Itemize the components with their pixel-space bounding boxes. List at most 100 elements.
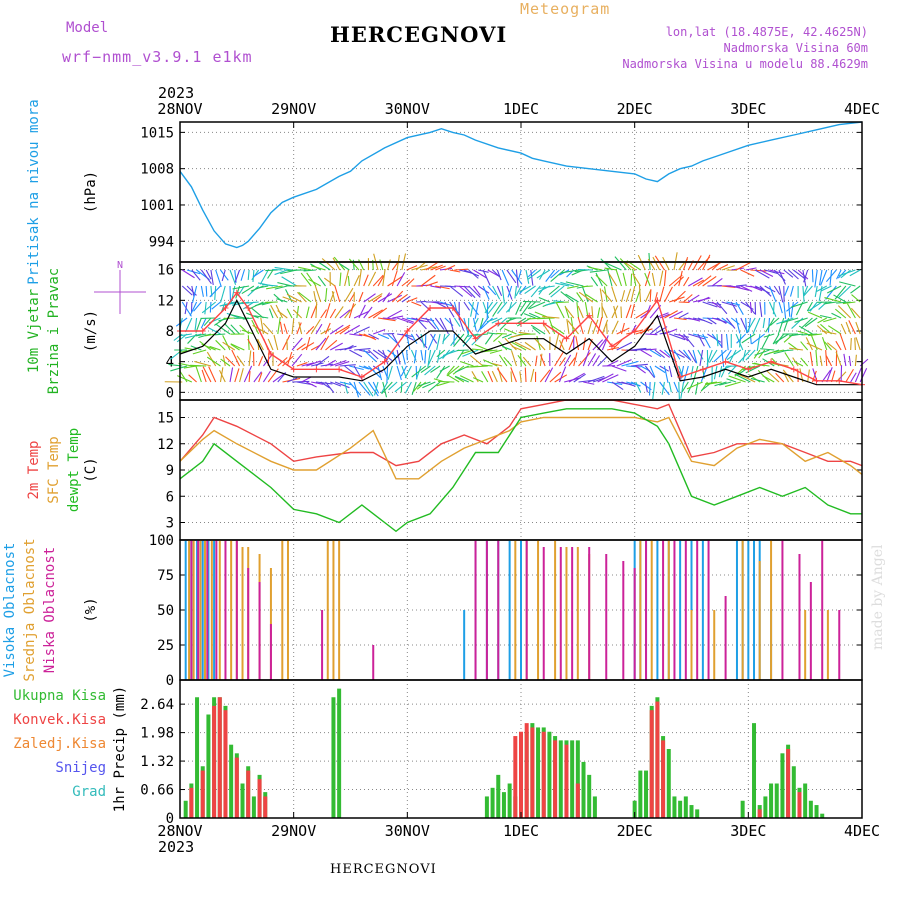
wind-arrow xyxy=(400,365,408,377)
wind-arrow xyxy=(507,285,513,298)
wind-arrow xyxy=(758,349,766,359)
wind-arrow xyxy=(649,349,662,358)
wind-arrow xyxy=(379,259,384,271)
wind-arrow xyxy=(520,301,532,317)
wind-arrow xyxy=(377,317,396,322)
wind-arrow xyxy=(683,276,690,287)
cloud_high-bar xyxy=(520,540,522,680)
x-tick-label-top: 2DEC xyxy=(617,100,653,118)
wind-arrow xyxy=(560,269,579,274)
wind-arrow xyxy=(173,333,183,341)
wind-arrow xyxy=(424,365,436,376)
wind-arrow xyxy=(310,318,321,335)
wind-arrow xyxy=(479,317,484,329)
wind-arrow xyxy=(764,285,776,293)
cloud_low-bar xyxy=(673,540,676,680)
wind-arrow xyxy=(750,285,763,292)
cloud_mid-bar xyxy=(770,540,773,680)
wind-arrow xyxy=(514,341,532,351)
wind-arrow xyxy=(568,372,585,383)
cloud_mid-bar xyxy=(650,540,653,680)
wind-arrow xyxy=(530,269,534,286)
y-tick-label: 4 xyxy=(166,355,174,371)
wind-arrow xyxy=(208,366,217,383)
wind-arrow xyxy=(358,365,370,370)
x-tick-label-bottom: 29NOV xyxy=(271,822,316,840)
wind-arrow xyxy=(456,349,469,352)
wind-arrow xyxy=(301,362,315,367)
wind-arrow xyxy=(262,283,278,287)
wind-arrow xyxy=(470,365,488,368)
y-tick-label: 50 xyxy=(157,603,174,619)
wind-arrow xyxy=(688,317,701,322)
y-axis-label: (m/s) xyxy=(83,310,99,352)
wind-arrow xyxy=(435,285,450,290)
wind-arrow xyxy=(566,318,570,335)
wind-arrow xyxy=(604,267,617,271)
cloud_high-bar xyxy=(207,540,210,680)
wind-arrow xyxy=(815,349,818,367)
wind-arrow xyxy=(391,349,398,365)
wind-arrow xyxy=(803,285,809,296)
wind-arrow xyxy=(588,266,603,271)
wind-arrow xyxy=(344,381,349,394)
cloud_high-bar xyxy=(753,540,756,680)
wind-arrow xyxy=(735,333,744,351)
wind-arrow xyxy=(550,269,565,283)
y-axis-label: 10m Vjetar xyxy=(26,289,42,373)
wind-arrow xyxy=(726,378,737,383)
wind-arrow xyxy=(486,332,498,335)
wind-arrow xyxy=(406,278,415,287)
wind-arrow xyxy=(391,270,398,287)
x-tick-label-bottom: 3DEC xyxy=(730,822,766,840)
precip-legend-entry: Zaledj.Kisa xyxy=(13,736,106,752)
wind-arrow xyxy=(692,279,705,287)
wind-arrow xyxy=(652,256,661,271)
precip_total-bar xyxy=(780,753,785,818)
wind-arrow xyxy=(845,321,852,335)
wind-arrow xyxy=(223,323,236,335)
wind-arrow xyxy=(247,335,250,351)
wind-arrow xyxy=(422,381,436,389)
year-bottom: 2023 xyxy=(158,838,195,856)
wind-arrow xyxy=(214,285,217,300)
cloud_low-bar xyxy=(269,624,272,680)
wind-arrow xyxy=(704,381,718,385)
wind-arrow xyxy=(821,369,831,383)
wind-arrow xyxy=(679,365,685,382)
wind-arrow xyxy=(644,272,651,287)
wind-arrow xyxy=(606,323,608,335)
wind-arrow xyxy=(554,351,564,367)
wind-arrow xyxy=(477,317,489,333)
wind-arrow xyxy=(623,261,637,271)
wind-arrow xyxy=(195,365,202,383)
wind-arrow xyxy=(789,285,794,297)
wind-arrow xyxy=(404,381,412,394)
wind-arrow xyxy=(184,317,193,333)
y-tick-label: 1.98 xyxy=(140,726,174,742)
wind-arrow xyxy=(511,345,522,351)
wind-arrow xyxy=(387,275,403,287)
wind-arrow xyxy=(401,317,415,323)
wind-arrow xyxy=(527,301,536,310)
cloud_high-bar xyxy=(184,540,187,680)
wind-arrow xyxy=(420,274,436,287)
wind-arrow xyxy=(300,272,312,287)
precip_total-bar xyxy=(536,727,541,818)
wind-arrow xyxy=(311,381,324,385)
wind-arrow xyxy=(850,338,852,351)
precip_total-bar xyxy=(501,792,506,818)
wind-arrow xyxy=(449,285,464,297)
wind-arrow xyxy=(839,281,856,287)
wind-arrow xyxy=(649,289,652,303)
wind-arrow xyxy=(266,285,283,290)
wind-arrow xyxy=(711,301,722,309)
wind-arrow xyxy=(601,302,603,319)
wind-arrow xyxy=(305,336,311,351)
wind-arrow xyxy=(686,381,703,390)
wind-arrow xyxy=(315,323,323,335)
wind-arrow xyxy=(519,371,522,383)
wind-arrow xyxy=(427,333,436,351)
wind-arrow xyxy=(435,301,447,308)
wind-arrow xyxy=(377,365,383,381)
